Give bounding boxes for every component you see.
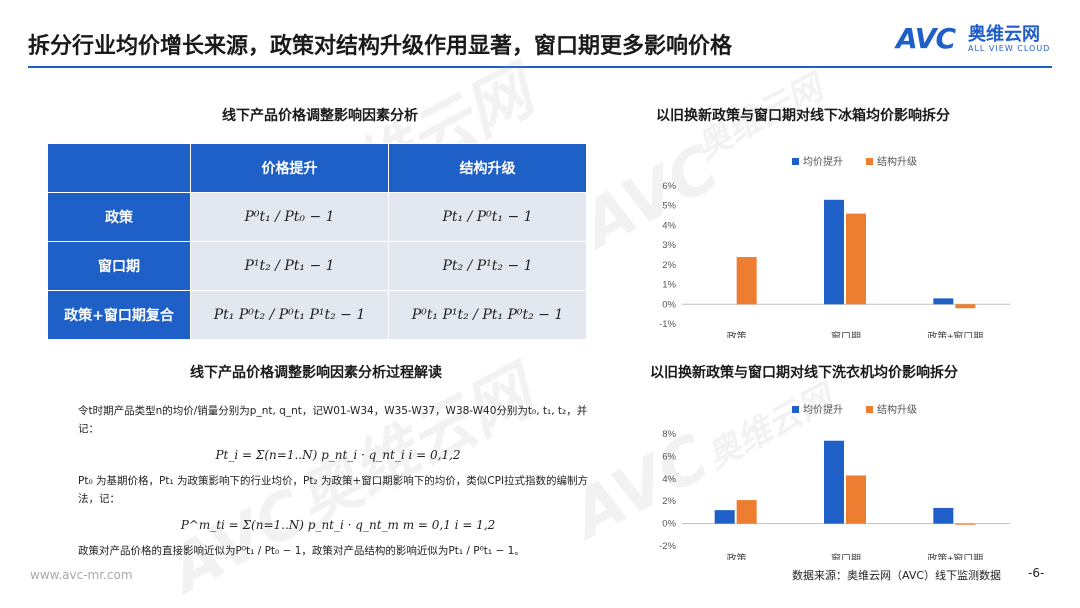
factor-table-header-row: 价格提升 结构升级 <box>47 143 587 193</box>
factor-table-header-structure: 结构升级 <box>388 143 587 193</box>
legend-label: 结构升级 <box>877 155 917 168</box>
factor-table-row: 政策 P⁰t₁ / Pt₀ − 1 Pt₁ / P⁰t₁ − 1 <box>47 192 587 242</box>
legend-label: 均价提升 <box>803 404 843 416</box>
legend-swatch <box>792 406 799 413</box>
explanation-formula-1: Pt_i = Σ(n=1..N) p_nt_i · q_nt_i i = 0,1… <box>215 448 461 462</box>
bar <box>933 298 954 305</box>
factor-table-row: 政策+窗口期复合 Pt₁ P⁰t₂ / P⁰t₁ P¹t₂ − 1 P⁰t₁ P… <box>47 290 587 340</box>
factor-row-label: 政策+窗口期复合 <box>47 290 191 340</box>
y-tick-label: 2% <box>662 260 676 271</box>
x-tick-label: 政策+窗口期 <box>927 330 983 338</box>
factor-table-header-price: 价格提升 <box>190 143 389 193</box>
y-tick-label: 4% <box>662 220 676 231</box>
y-tick-label: -2% <box>659 541 676 552</box>
x-tick-label: 政策+窗口期 <box>927 552 983 560</box>
explanation-body: 令t时期产品类型n的均价/销量分别为p_nt, q_nt，记W01-W34，W3… <box>78 402 598 560</box>
bar <box>736 256 757 305</box>
footer-source: 数据来源：奥维云网（AVC）线下监测数据 <box>792 569 1002 582</box>
logo-cn: 奥维云网 <box>968 24 1040 45</box>
y-tick-label: 2% <box>662 496 676 507</box>
x-tick-label: 窗口期 <box>831 552 861 560</box>
bar <box>824 199 844 305</box>
bar <box>955 304 976 309</box>
factor-row-label: 政策 <box>47 192 191 242</box>
chart-washer: 均价提升 结构升级 8% 6% 4% 2% 0% -2% 政策 窗口期 政策+窗口期 <box>659 403 1010 560</box>
factor-table-row: 窗口期 P¹t₂ / Pt₁ − 1 Pt₂ / P¹t₂ − 1 <box>47 241 587 291</box>
logo-en: ALL VIEW CLOUD <box>968 44 1051 53</box>
chart-washer-title: 以旧换新政策与窗口期对线下洗衣机均价影响拆分 <box>650 365 958 381</box>
y-tick-label: 0% <box>662 299 676 310</box>
chart-fridge: 均价提升 结构升级 6% 5% 4% 3% 2% 1% 0% -1% 政策 窗口期 政策+窗口期 <box>659 155 1010 338</box>
legend-label: 结构升级 <box>877 403 917 416</box>
legend-swatch <box>866 158 873 165</box>
x-tick-label: 政策 <box>727 330 747 338</box>
factor-cell-structure: P⁰t₁ P¹t₂ / Pt₁ P⁰t₂ − 1 <box>388 290 587 340</box>
y-tick-label: 6% <box>662 181 676 192</box>
y-tick-label: 6% <box>662 451 676 462</box>
bar <box>736 500 757 524</box>
logo-mark: AVC <box>896 22 956 55</box>
y-tick-label: 5% <box>662 201 676 212</box>
bar <box>714 510 735 524</box>
y-tick-label: 1% <box>662 280 676 291</box>
factor-cell-price: Pt₁ P⁰t₂ / P⁰t₁ P¹t₂ − 1 <box>190 290 389 340</box>
explanation-formula-2: P^m_ti = Σ(n=1..N) p_nt_i · q_nt_m m = 0… <box>180 518 496 532</box>
explanation-line-2: Pt₀ 为基期价格，Pt₁ 为政策影响下的行业均价，Pt₂ 为政策+窗口期影响下… <box>78 475 589 505</box>
factor-table: 价格提升 结构升级 政策 P⁰t₁ / Pt₀ − 1 Pt₁ / P⁰t₁ −… <box>47 143 587 340</box>
factor-cell-price: P⁰t₁ / Pt₀ − 1 <box>190 192 389 242</box>
y-tick-label: 4% <box>662 474 676 485</box>
bar <box>955 523 976 525</box>
page-number: -6- <box>1028 566 1045 580</box>
legend-swatch <box>866 406 873 413</box>
y-tick-label: -1% <box>659 319 676 330</box>
y-tick-label: 8% <box>662 429 676 440</box>
bar <box>824 440 844 524</box>
y-tick-label: 0% <box>662 519 676 530</box>
factor-cell-structure: Pt₂ / P¹t₂ − 1 <box>388 241 587 291</box>
legend-label: 均价提升 <box>803 156 843 168</box>
bar <box>933 507 954 524</box>
explanation-title: 线下产品价格调整影响因素分析过程解读 <box>190 365 442 381</box>
factor-table-header-blank <box>47 143 191 193</box>
factor-row-label: 窗口期 <box>47 241 191 291</box>
page-title: 拆分行业均价增长来源，政策对结构升级作用显著，窗口期更多影响价格 <box>28 34 733 59</box>
factor-cell-price: P¹t₂ / Pt₁ − 1 <box>190 241 389 291</box>
footer-url: www.avc-mr.com <box>30 568 133 582</box>
bar <box>846 475 866 524</box>
title-divider <box>28 66 1052 68</box>
legend-swatch <box>792 158 799 165</box>
chart-fridge-title: 以旧换新政策与窗口期对线下冰箱均价影响拆分 <box>656 108 950 124</box>
explanation-line-1: 令t时期产品类型n的均价/销量分别为p_nt, q_nt，记W01-W34，W3… <box>78 405 588 435</box>
avc-logo: AVC 奥维云网 ALL VIEW CLOUD <box>896 18 1056 62</box>
bar <box>846 213 866 305</box>
factor-table-title: 线下产品价格调整影响因素分析 <box>222 108 418 124</box>
x-tick-label: 政策 <box>727 552 747 560</box>
factor-cell-structure: Pt₁ / P⁰t₁ − 1 <box>388 192 587 242</box>
y-tick-label: 3% <box>662 240 676 251</box>
x-tick-label: 窗口期 <box>831 330 861 338</box>
explanation-line-3: 政策对产品价格的直接影响近似为P⁰t₁ / Pt₀ − 1，政策对产品结构的影响… <box>78 545 525 557</box>
